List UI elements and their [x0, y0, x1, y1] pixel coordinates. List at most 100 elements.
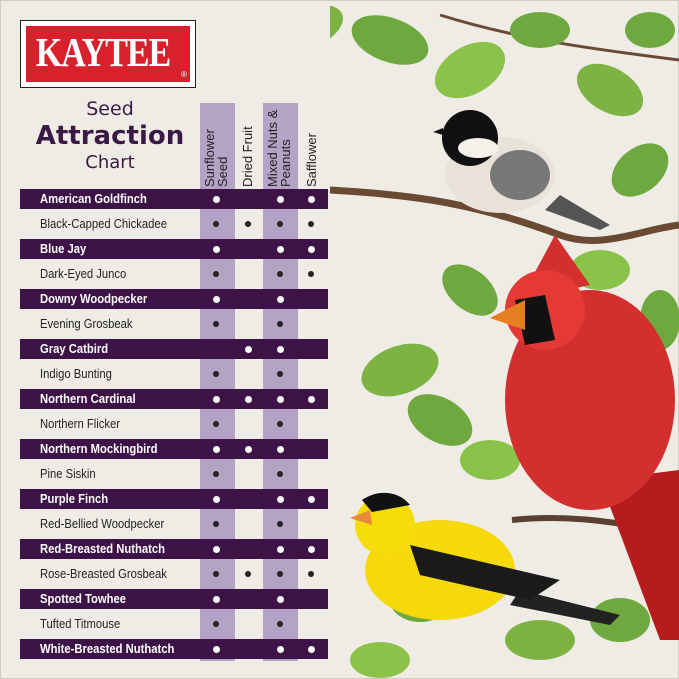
table-row: Black-Capped Chickadee [20, 214, 328, 234]
bird-name: White-Breasted Nuthatch [40, 642, 175, 656]
attraction-dot [213, 645, 220, 653]
table-row: Spotted Towhee [20, 589, 328, 609]
attraction-dot [277, 521, 283, 527]
bird-name: Black-Capped Chickadee [40, 217, 167, 231]
table-row: Red-Breasted Nuthatch [20, 539, 328, 559]
goldfinch-icon [350, 492, 620, 625]
attraction-dot [277, 571, 283, 577]
attraction-dot [277, 471, 283, 477]
bird-name: Purple Finch [40, 492, 109, 506]
attraction-dot [213, 321, 219, 327]
column-header-mixed-nuts: Mixed Nuts & Peanuts [265, 109, 293, 187]
table-row: Tufted Titmouse [20, 614, 328, 634]
bird-name: Northern Mockingbird [40, 442, 158, 456]
bird-name: Rose-Breasted Grosbeak [40, 567, 167, 581]
attraction-dot [308, 195, 315, 203]
table-row: Pine Siskin [20, 464, 328, 484]
attraction-dot [308, 645, 315, 653]
attraction-dot [213, 621, 219, 627]
table-row: White-Breasted Nuthatch [20, 639, 328, 659]
table-row: Rose-Breasted Grosbeak [20, 564, 328, 584]
bird-name: Northern Cardinal [40, 392, 136, 406]
attraction-dot [308, 571, 314, 577]
attraction-dot [213, 195, 220, 203]
attraction-dot [277, 421, 283, 427]
birds-illustration [330, 4, 679, 678]
cardinal-icon [490, 235, 679, 640]
attraction-dot [277, 245, 284, 253]
logo-text: KAYTEE [35, 31, 171, 76]
attraction-dot [245, 445, 252, 453]
attraction-dot [213, 595, 220, 603]
attraction-dot [308, 221, 314, 227]
attraction-dot [213, 445, 220, 453]
bird-name: Northern Flicker [40, 417, 121, 431]
table-row: Northern Cardinal [20, 389, 328, 409]
title-line-1: Seed [86, 98, 134, 120]
column-header-safflower: Safflower [304, 133, 319, 187]
table-row: Indigo Bunting [20, 364, 328, 384]
registered-mark: ® [181, 70, 187, 79]
attraction-dot [308, 495, 315, 503]
kaytee-logo: KAYTEE ® [20, 20, 196, 88]
table-row: Northern Mockingbird [20, 439, 328, 459]
table-row: Downy Woodpecker [20, 289, 328, 309]
attraction-dot [213, 271, 219, 277]
table-row: Blue Jay [20, 239, 328, 259]
bird-name: American Goldfinch [40, 192, 147, 206]
attraction-dot [213, 371, 219, 377]
attraction-dot [277, 345, 284, 353]
attraction-dot [213, 571, 219, 577]
bird-name: Red-Breasted Nuthatch [40, 542, 166, 556]
attraction-dot [277, 271, 283, 277]
attraction-dot [277, 195, 284, 203]
bird-name: Dark-Eyed Junco [40, 267, 127, 281]
table-row: Northern Flicker [20, 414, 328, 434]
attraction-dot [308, 271, 314, 277]
title-line-2: Attraction [35, 121, 185, 151]
attraction-dot [277, 445, 284, 453]
bird-name: Gray Catbird [40, 342, 109, 356]
bird-name: Red-Bellied Woodpecker [40, 517, 165, 531]
attraction-dot [245, 221, 251, 227]
logo-red-panel: KAYTEE ® [26, 26, 190, 82]
attraction-dot [213, 471, 219, 477]
bird-name: Blue Jay [40, 242, 87, 256]
attraction-dot [213, 245, 220, 253]
attraction-dot [245, 395, 252, 403]
chickadee-icon [433, 110, 610, 230]
attraction-dot [245, 571, 251, 577]
attraction-dot [277, 221, 283, 227]
attraction-dot [213, 295, 220, 303]
attraction-dot [277, 371, 283, 377]
attraction-dot [277, 395, 284, 403]
attraction-dot [213, 545, 220, 553]
attraction-dot [245, 345, 252, 353]
attraction-dot [277, 621, 283, 627]
table-row: Purple Finch [20, 489, 328, 509]
bird-name: Indigo Bunting [40, 367, 112, 381]
attraction-dot [308, 395, 315, 403]
title-line-3: Chart [85, 152, 135, 173]
attraction-dot [277, 545, 284, 553]
attraction-dot [213, 421, 219, 427]
bird-name: Tufted Titmouse [40, 617, 121, 631]
table-row: Dark-Eyed Junco [20, 264, 328, 284]
attraction-dot [213, 521, 219, 527]
bird-name: Downy Woodpecker [40, 292, 148, 306]
logo-text-wrap: KAYTEE [30, 26, 176, 82]
attraction-dot [213, 495, 220, 503]
bird-name: Spotted Towhee [40, 592, 127, 606]
attraction-dot [213, 395, 220, 403]
attraction-dot [308, 245, 315, 253]
attraction-dot [277, 595, 284, 603]
attraction-dot [277, 645, 284, 653]
attraction-dot [277, 321, 283, 327]
attraction-dot [308, 545, 315, 553]
table-row: Gray Catbird [20, 339, 328, 359]
column-header-sunflower-seed: Sunflower Seed [202, 129, 230, 187]
table-row: American Goldfinch [20, 189, 328, 209]
table-row: Red-Bellied Woodpecker [20, 514, 328, 534]
attraction-dot [213, 221, 219, 227]
attraction-dot [277, 495, 284, 503]
